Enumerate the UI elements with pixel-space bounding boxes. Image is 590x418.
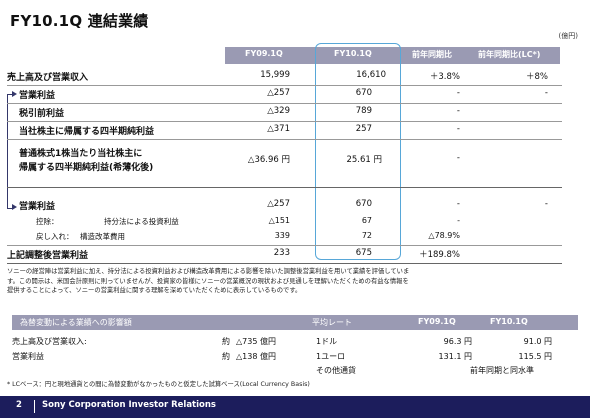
- row-op2-fy10: 670: [355, 199, 372, 209]
- row-net-fy09: △371: [267, 124, 290, 134]
- row-op-fy09: △257: [267, 88, 290, 98]
- row-adjusted-fy09: 233: [273, 248, 290, 258]
- row-sales-fy09: 15,999: [260, 70, 290, 80]
- divider: [7, 263, 562, 264]
- fx-row-sales-currency: 1ドル: [316, 337, 338, 346]
- unit-label: (億円): [558, 32, 578, 40]
- header-fy10: FY10.1Q: [334, 49, 372, 58]
- row-op2-label: 営業利益: [19, 202, 56, 212]
- fy10-highlight-box: [315, 43, 401, 260]
- row-addback-fy09: 339: [274, 231, 290, 240]
- header-fy09: FY09.1Q: [245, 49, 283, 58]
- row-addback-yoy: △78.9%: [428, 231, 460, 240]
- note-line: す。この開示は、米国会計原則に則っていませんが、投資家の皆様にソニーの営業概況の…: [7, 277, 409, 285]
- row-addback-fy10: 72: [361, 231, 372, 240]
- row-deduct-fy10: 67: [361, 216, 372, 225]
- fx-header-fy10: FY10.1Q: [490, 317, 528, 326]
- bracket-arrow-top-icon: [12, 91, 17, 97]
- row-addback-prefix: 戻し入れ：: [36, 232, 74, 241]
- row-eps-fy10: 25.61 円: [346, 155, 382, 165]
- row-pretax-label: 税引前利益: [19, 109, 65, 119]
- row-op-yoy: -: [456, 88, 460, 98]
- fx-row-sales-fy09: 96.3 円: [443, 337, 472, 346]
- row-deduct-fy09: △151: [268, 216, 290, 225]
- row-eps-yoy: -: [456, 153, 460, 163]
- row-pretax-yoy: -: [456, 106, 460, 116]
- row-adjusted-yoy: ＋189.8%: [419, 250, 460, 260]
- row-op-label: 営業利益: [19, 91, 56, 101]
- note-line: ソニーの経営陣は営業利益に加え、持分法による投資利益および構造改革費用による影響…: [7, 268, 410, 275]
- footer-divider: [34, 400, 35, 413]
- row-adjusted-label: 上記調整後営業利益: [7, 251, 89, 261]
- header-yoy: 前年同期比: [412, 50, 452, 59]
- fx-row-op-amount: △138 億円: [236, 352, 276, 361]
- bracket-arrow-bottom-icon: [12, 204, 17, 210]
- row-net-yoy: -: [456, 124, 460, 134]
- lc-footnote: * LCベース：円と現地通貨との間に為替変動がなかったものと仮定した試算ベース(…: [7, 381, 310, 388]
- row-deduct-label: 持分法による投資利益: [104, 217, 179, 226]
- footer-bar: [0, 396, 590, 418]
- row-addback-label: 構造改革費用: [80, 232, 125, 241]
- explanatory-note: ソニーの経営陣は営業利益に加え、持分法による投資利益および構造改革費用による影響…: [7, 267, 585, 296]
- divider: [7, 121, 562, 122]
- fx-row-op-fy10: 115.5 円: [518, 352, 552, 361]
- row-pretax-fy10: 789: [355, 106, 372, 116]
- section-divider: [7, 187, 562, 188]
- divider: [7, 85, 562, 86]
- row-sales-label: 売上高及び営業収入: [7, 73, 89, 83]
- row-op-fy10: 670: [355, 88, 372, 98]
- fx-row-op-label: 営業利益: [12, 352, 44, 361]
- fx-other-currency: その他通貨: [316, 366, 356, 375]
- row-adjusted-fy10: 675: [355, 248, 372, 258]
- fx-header-title: 為替変動による業績への影響額: [20, 318, 132, 327]
- fx-row-op-currency: 1ユーロ: [316, 352, 346, 361]
- page-number: 2: [16, 400, 22, 410]
- row-sales-fy10: 16,610: [356, 70, 386, 80]
- row-deduct-yoy: -: [457, 216, 460, 225]
- row-pretax-fy09: △329: [267, 106, 290, 116]
- header-yoy-lc: 前年同期比(LC*): [478, 50, 541, 59]
- fx-row-sales-label: 売上高及び営業収入:: [12, 337, 87, 346]
- row-deduct-prefix: 控除：: [36, 217, 59, 226]
- row-net-fy10: 257: [355, 124, 372, 134]
- divider: [7, 139, 562, 140]
- divider: [7, 245, 562, 246]
- row-sales-yoy: ＋3.8%: [429, 72, 460, 82]
- row-op-lc: -: [544, 88, 548, 98]
- row-net-label: 当社株主に帰属する四半期純利益: [19, 127, 155, 137]
- fx-header-bar: [12, 315, 578, 330]
- operating-income-bracket: [7, 94, 13, 209]
- note-line: 提供することによって、ソニーの営業利益に関する理解を深めていただくために表示して…: [7, 287, 302, 294]
- page-title: FY10.1Q 連結業績: [10, 12, 149, 30]
- row-op2-yoy: -: [456, 199, 460, 209]
- row-sales-lc: ＋8%: [526, 72, 548, 82]
- table-header-bar: [225, 47, 560, 64]
- divider: [7, 103, 562, 104]
- row-op2-lc: -: [544, 199, 548, 209]
- row-op2-fy09: △257: [267, 199, 290, 209]
- fx-row-op-approx: 約: [222, 352, 230, 361]
- row-eps-label-line2: 帰属する四半期純利益(希薄化後): [19, 163, 154, 173]
- footer-company: Sony Corporation Investor Relations: [42, 400, 216, 410]
- fx-row-sales-amount: △735 億円: [236, 337, 276, 346]
- row-eps-fy09: △36.96 円: [247, 155, 290, 165]
- fx-row-op-fy09: 131.1 円: [438, 352, 472, 361]
- fx-row-sales-fy10: 91.0 円: [523, 337, 552, 346]
- fx-header-fy09: FY09.1Q: [418, 317, 456, 326]
- fx-other-note: 前年同期と同水準: [470, 366, 534, 375]
- row-eps-label-line1: 普通株式1株当たり当社株主に: [19, 149, 143, 159]
- fx-header-rate: 平均レート: [312, 318, 352, 327]
- fx-row-sales-approx: 約: [222, 337, 230, 346]
